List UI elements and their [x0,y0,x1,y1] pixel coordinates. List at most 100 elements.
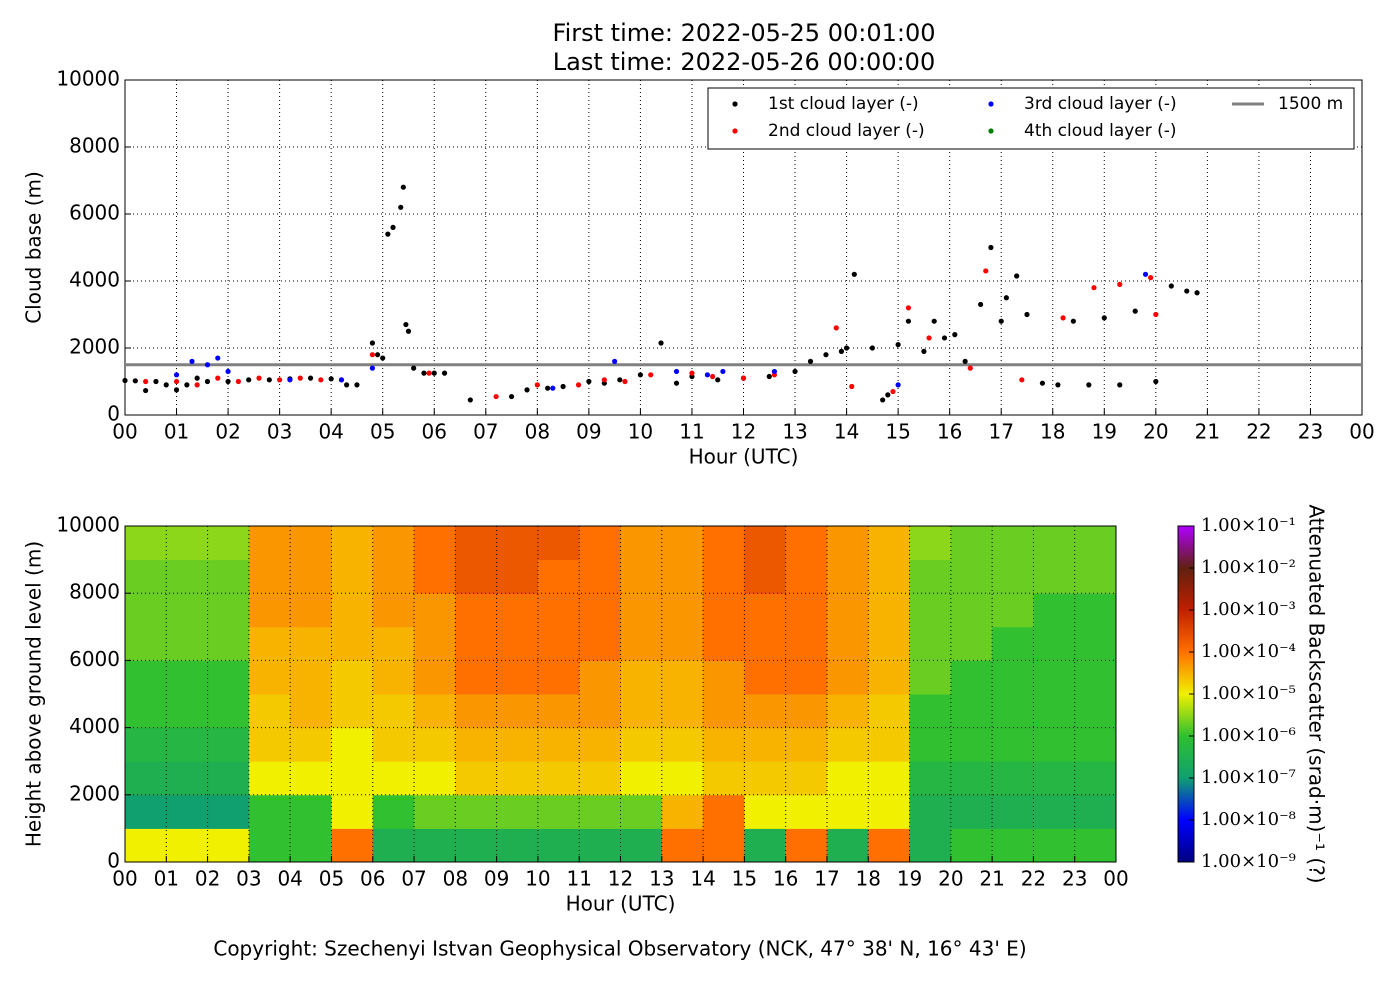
cloud-base-point [307,375,314,381]
heatmap-cell [414,593,456,628]
heatmap-cell [166,559,209,594]
heatmap-cell [909,761,952,796]
cloud-base-point [173,372,180,378]
colorbar-tick-label: 1.00×10⁻⁴ [1201,641,1296,662]
heatmap-cell [744,761,787,796]
heatmap-cell [785,694,828,729]
cloud-base-point [771,368,778,375]
heatmap-cell [1033,727,1076,762]
heatmap-cell [125,660,167,695]
heatmap-cell [207,794,250,829]
heatmap-cell [992,727,1034,762]
heatmap-cell [826,626,869,661]
heatmap-cell [785,626,828,661]
heatmap-cell [290,727,332,762]
heatmap-cell [414,660,456,695]
heatmap-cell [125,559,167,594]
heatmap-cell [992,761,1034,796]
x-tick-label: 00 [1349,420,1374,444]
heatmap-cell [744,593,787,628]
cloud-base-point [704,372,711,378]
heatmap-cell [703,526,745,561]
heatmap-cell [661,794,704,829]
x-tick-label: 21 [1195,420,1220,444]
x-tick-label: 17 [988,420,1013,444]
cloud-base-point [977,301,984,308]
heatmap-cell [331,694,374,729]
x-tick-label: 04 [277,867,302,891]
heatmap-cell [1074,694,1117,729]
heatmap-cell [537,626,580,661]
cloud-base-point [143,387,149,394]
cloud-base-point [194,375,200,381]
heatmap-cell [909,660,952,695]
heatmap-cell [1074,761,1117,796]
cloud-base-point [369,340,375,346]
x-tick-label: 07 [473,420,498,444]
x-tick-label: 07 [401,867,426,891]
cloud-base-point [1168,283,1174,289]
cloud-base-point [215,375,221,381]
cloud-base-point [163,382,169,388]
heatmap-cell [826,828,869,863]
heatmap-cell [909,794,952,829]
cloud-base-point [204,378,211,385]
heatmap-cell [950,694,993,729]
chart-subtitle: Last time: 2022-05-26 00:00:00 [553,48,935,76]
cloud-base-point [967,365,973,371]
heatmap-cell [950,727,993,762]
heatmap-cell [579,626,621,661]
heatmap-cell [992,593,1034,628]
heatmap-cell [703,727,745,762]
x-tick-label: 10 [525,867,550,891]
x-tick-label: 14 [834,420,859,444]
plot-frame [124,525,1117,863]
heatmap-cell [290,559,332,594]
heatmap-cell [868,626,911,661]
x-tick-label: 05 [370,420,395,444]
cloud-base-point [1148,275,1154,281]
cloud-base-point [338,377,345,383]
cloud-base-point [524,387,530,393]
cloud-base-point [890,388,896,395]
y-axis-label: Height above ground level (m) [22,541,46,847]
heatmap-cell [868,828,911,863]
heatmap-cell [455,526,498,561]
cloud-base-point [998,318,1004,324]
cloud-base-point [318,377,324,383]
cloud-base-point [885,392,891,398]
heatmap-cell [579,727,621,762]
heatmap-cell [909,727,952,762]
heatmap-cell [414,626,456,661]
cloud-base-point [988,244,994,251]
heatmap-cell [579,761,621,796]
heatmap-cell [372,559,415,594]
x-tick-label: 13 [649,867,674,891]
cloud-base-point [720,368,726,375]
heatmap-cell [125,694,167,729]
x-tick-label: 05 [319,867,344,891]
cloud-base-point [962,358,968,364]
heatmap-cell [868,727,911,762]
heatmap-cell [166,761,209,796]
heatmap-cell [496,660,539,695]
x-tick-label: 09 [576,420,601,444]
heatmap-cell [992,660,1034,695]
heatmap-cell [744,526,787,561]
cloud-base-point [833,325,839,331]
cloud-base-point [1153,311,1159,318]
x-tick-label: 08 [443,867,468,891]
heatmap-cell [950,660,993,695]
cloud-base-point [905,318,912,324]
cloud-base-point [1153,378,1159,385]
heatmap-cell [1033,626,1076,661]
heatmap-cell [909,828,952,863]
heatmap-cell [579,526,621,561]
heatmap-cell [661,626,704,661]
colorbar-tick-label: 1.00×10⁻⁵ [1201,683,1296,704]
x-axis-label: Hour (UTC) [566,892,676,916]
heatmap-cell [290,626,332,661]
heatmap-cell [166,828,209,863]
cloud-base-point [534,382,540,388]
